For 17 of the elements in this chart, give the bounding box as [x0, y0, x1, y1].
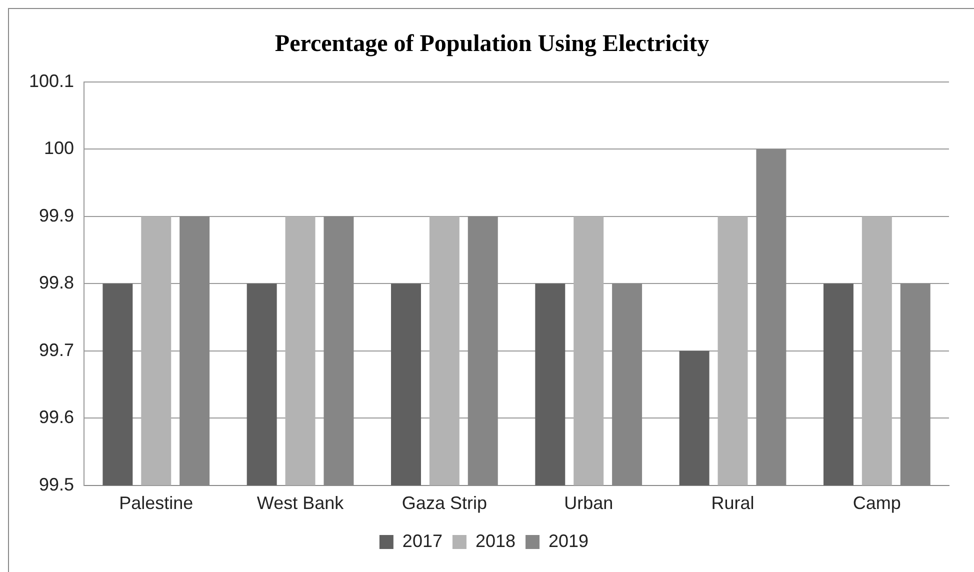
x-tick-label: Camp	[852, 493, 901, 514]
x-tick-label: Gaza Strip	[402, 493, 487, 514]
legend-label: 2019	[548, 530, 589, 551]
x-tick-label: West Bank	[256, 493, 345, 514]
legend-label: 2017	[402, 530, 442, 551]
y-tick-label: 100	[44, 138, 74, 158]
chart-title: Percentage of Population Using Electricity	[274, 31, 710, 58]
y-tick-label: 99.7	[38, 340, 74, 360]
x-tick-label: Rural	[711, 493, 754, 514]
y-tick-label: 99.6	[38, 407, 74, 428]
y-tick-label: 100.1	[28, 70, 74, 91]
x-tick-label: Urban	[564, 493, 614, 514]
x-tick-label: Palestine	[119, 493, 194, 514]
y-tick-label: 99.8	[38, 272, 74, 293]
y-tick-label: 99.9	[38, 205, 74, 226]
y-tick-label: 99.5	[38, 474, 74, 494]
legend-label: 2018	[475, 530, 516, 551]
